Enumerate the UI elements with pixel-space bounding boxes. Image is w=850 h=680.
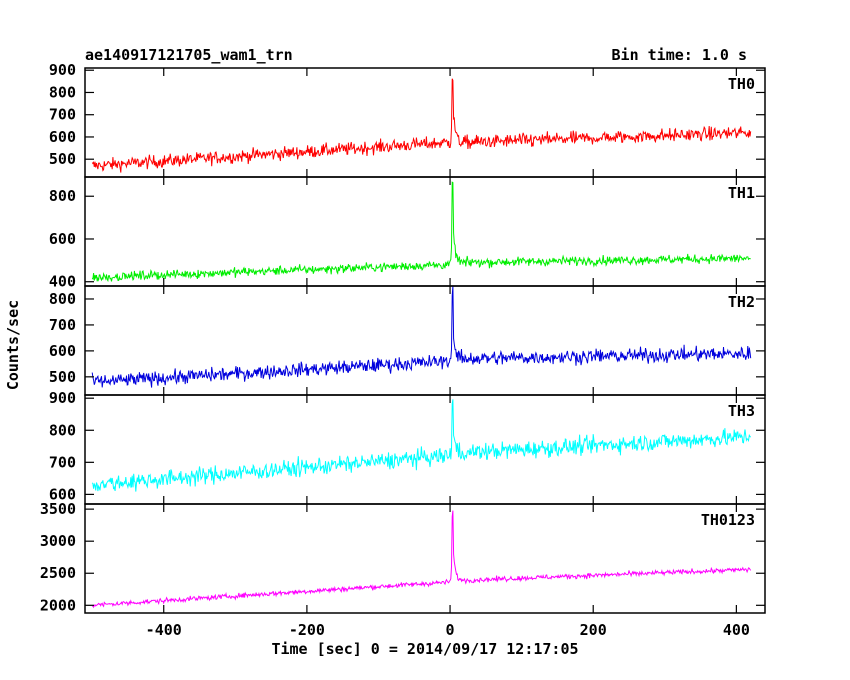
y-tick-label: 700 <box>49 106 76 124</box>
y-tick-label: 500 <box>49 368 76 386</box>
y-tick-label: 3000 <box>40 532 76 550</box>
y-tick-label: 500 <box>49 150 76 168</box>
panel-th3: 600 700 800 900 TH3 <box>49 389 766 505</box>
chart-title: ae140917121705_wam1_trn <box>85 46 293 64</box>
y-tick-label: 600 <box>49 230 76 248</box>
y-tick-label: 3500 <box>40 500 76 518</box>
series-line-th3 <box>91 399 752 492</box>
y-tick-label: 600 <box>49 485 76 503</box>
y-tick-label: 400 <box>49 273 76 291</box>
series-line-th0 <box>91 78 752 173</box>
series-line-th2 <box>91 285 752 388</box>
y-tick-label: 800 <box>49 290 76 308</box>
y-tick-label: 800 <box>49 421 76 439</box>
x-tick-label: 200 <box>580 621 607 639</box>
y-tick-label: 800 <box>49 83 76 101</box>
panel-frame <box>84 176 766 287</box>
panel-name-label: TH0123 <box>701 511 755 529</box>
x-tick-label: 0 <box>446 621 455 639</box>
series-line-th0123 <box>91 510 752 609</box>
y-tick-label: 2000 <box>40 596 76 614</box>
x-tick-label: 400 <box>723 621 750 639</box>
panel-name-label: TH3 <box>728 402 755 420</box>
panel-name-label: TH1 <box>728 184 755 202</box>
panel-frame <box>84 503 766 614</box>
panel-name-label: TH2 <box>728 293 755 311</box>
y-tick-label: 700 <box>49 316 76 334</box>
panel-th0123: 2000 2500 3000 3500 TH0123 <box>40 500 766 614</box>
y-tick-label: 900 <box>49 389 76 407</box>
panel-th0: 500 600 700 800 900 TH0 <box>49 61 766 178</box>
bin-time-label: Bin time: 1.0 s <box>612 46 747 64</box>
series-line-th1 <box>91 181 751 283</box>
panel-name-label: TH0 <box>728 75 755 93</box>
y-tick-label: 600 <box>49 342 76 360</box>
y-tick-label: 700 <box>49 453 76 471</box>
x-tick-label: -400 <box>146 621 182 639</box>
y-tick-label: 900 <box>49 61 76 79</box>
y-tick-label: 800 <box>49 187 76 205</box>
panel-th1: 400 600 800 TH1 <box>49 176 766 291</box>
y-axis-label: Counts/sec <box>4 300 22 390</box>
x-tick-label: -200 <box>289 621 325 639</box>
y-tick-label: 600 <box>49 128 76 146</box>
x-axis-label: Time [sec] 0 = 2014/09/17 12:17:05 <box>271 640 578 658</box>
panel-frame <box>84 394 766 505</box>
panel-th2: 500 600 700 800 TH2 <box>49 285 766 396</box>
panels-group: 500 600 700 800 900 TH0 400 600 800 TH1 500 600 700 8… <box>40 61 766 639</box>
y-tick-label: 2500 <box>40 564 76 582</box>
